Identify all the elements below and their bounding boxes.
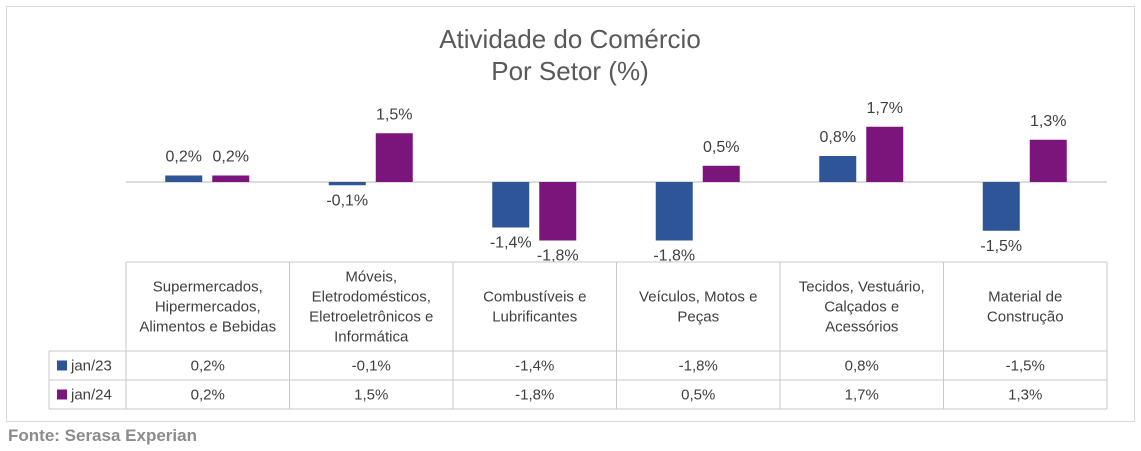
- table-value: -1,4%: [515, 358, 554, 375]
- category-label: Tecidos, Vestuário,: [799, 279, 925, 296]
- bar: [212, 175, 250, 182]
- data-label: -1,5%: [980, 238, 1022, 255]
- table-value: 1,3%: [1008, 387, 1042, 404]
- table-value: 0,2%: [191, 358, 225, 375]
- table-value: 0,2%: [191, 387, 225, 404]
- bar: [165, 175, 203, 182]
- legend-swatch: [57, 389, 67, 400]
- bar: [702, 165, 740, 182]
- data-label: 1,5%: [376, 106, 412, 123]
- category-label: Alimentos e Bebidas: [139, 319, 276, 336]
- bar: [492, 182, 530, 228]
- data-label: -1,4%: [490, 235, 532, 252]
- data-label: -0,1%: [326, 192, 368, 209]
- bar: [328, 182, 366, 186]
- table-value: 0,8%: [845, 358, 879, 375]
- data-label: -1,8%: [537, 248, 579, 265]
- data-label: 1,3%: [1030, 113, 1066, 130]
- category-label: Lubrificantes: [492, 309, 577, 326]
- source-note: Fonte: Serasa Experian: [8, 426, 197, 445]
- data-label: 1,7%: [867, 100, 903, 117]
- table-value: -1,8%: [515, 387, 554, 404]
- bar: [539, 182, 577, 241]
- category-label: Calçados e: [824, 299, 899, 316]
- bar: [982, 182, 1020, 231]
- category-label: Supermercados,: [153, 279, 263, 296]
- table-value: -1,5%: [1006, 358, 1045, 375]
- bar: [375, 133, 413, 182]
- bar: [819, 156, 857, 182]
- data-label: -1,8%: [653, 248, 695, 265]
- legend-label: jan/23: [70, 358, 112, 375]
- table-value: 1,7%: [845, 387, 879, 404]
- data-label: 0,2%: [213, 149, 249, 166]
- category-label: Construção: [987, 309, 1064, 326]
- category-label: Material de: [988, 289, 1062, 306]
- category-label: Peças: [677, 309, 719, 326]
- data-label: 0,8%: [820, 129, 856, 146]
- chart-frame: [6, 6, 1135, 422]
- bar: [866, 126, 904, 182]
- legend-swatch: [57, 360, 67, 371]
- bar: [655, 182, 693, 241]
- data-label: 0,2%: [166, 149, 202, 166]
- table-value: 0,5%: [681, 387, 715, 404]
- data-label: 0,5%: [703, 139, 739, 156]
- table-value: -0,1%: [352, 358, 391, 375]
- legend-label: jan/24: [70, 387, 112, 404]
- category-label: Informática: [334, 329, 409, 346]
- category-label: Eletrodomésticos,: [312, 289, 431, 306]
- chart-title-line: Por Setor (%): [491, 56, 649, 86]
- category-label: Móveis,: [345, 269, 397, 286]
- table-value: -1,8%: [679, 358, 718, 375]
- category-label: Acessórios: [825, 319, 898, 336]
- category-label: Veículos, Motos e: [639, 289, 757, 306]
- table-value: 1,5%: [354, 387, 388, 404]
- chart-title-line: Atividade do Comércio: [439, 24, 701, 54]
- bar: [1029, 139, 1067, 182]
- category-label: Eletroeletrônicos e: [309, 309, 433, 326]
- category-label: Hipermercados,: [155, 299, 261, 316]
- category-label: Combustíveis e: [483, 289, 586, 306]
